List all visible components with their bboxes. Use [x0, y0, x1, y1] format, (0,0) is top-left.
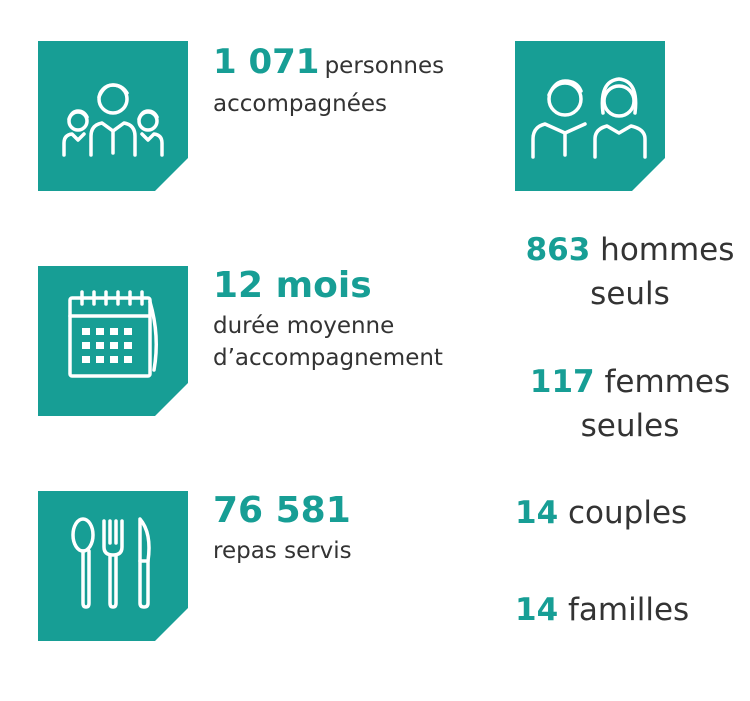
- stat-duration: 12 mois durée moyenne d’accompagnement: [213, 266, 443, 374]
- stat-meals-label: repas servis: [213, 538, 352, 564]
- breakdown-families: 14 familles: [515, 588, 745, 632]
- breakdown-men-label: hommes: [600, 232, 735, 268]
- calendar-tile: [38, 266, 188, 416]
- breakdown-couples: 14 couples: [515, 491, 745, 535]
- breakdown-couples-label: couples: [568, 495, 688, 531]
- stat-duration-label2: d’accompagnement: [213, 345, 443, 371]
- stat-meals-value: 76 581: [213, 490, 351, 531]
- breakdown-men-label2: seuls: [590, 276, 670, 312]
- breakdown-families-label: familles: [568, 592, 690, 628]
- family-group-icon: [62, 83, 164, 157]
- stat-people-label2: accompagnées: [213, 91, 388, 117]
- breakdown-families-value: 14: [515, 592, 559, 628]
- stat-people: 1 071 personnes accompagnées: [213, 42, 444, 120]
- cutlery-tile: [38, 491, 188, 641]
- cutlery-icon: [71, 517, 151, 609]
- stat-duration-label: durée moyenne: [213, 313, 395, 339]
- breakdown-women-value: 117: [529, 364, 595, 400]
- stat-people-value: 1 071: [213, 42, 320, 82]
- breakdown-women: 117 femmes seules: [515, 360, 745, 448]
- breakdown-women-label2: seules: [580, 408, 680, 444]
- man-woman-icon: [531, 77, 647, 159]
- man-woman-tile: [515, 41, 665, 191]
- breakdown-women-label: femmes: [604, 364, 731, 400]
- calendar-icon: [68, 290, 158, 378]
- stat-meals: 76 581 repas servis: [213, 491, 352, 567]
- stat-people-label: personnes: [324, 53, 445, 79]
- breakdown-men: 863 hommes seuls: [515, 228, 745, 316]
- breakdown-couples-value: 14: [515, 495, 559, 531]
- breakdown-men-value: 863: [525, 232, 591, 268]
- stat-duration-value: 12 mois: [213, 265, 372, 306]
- family-tile: [38, 41, 188, 191]
